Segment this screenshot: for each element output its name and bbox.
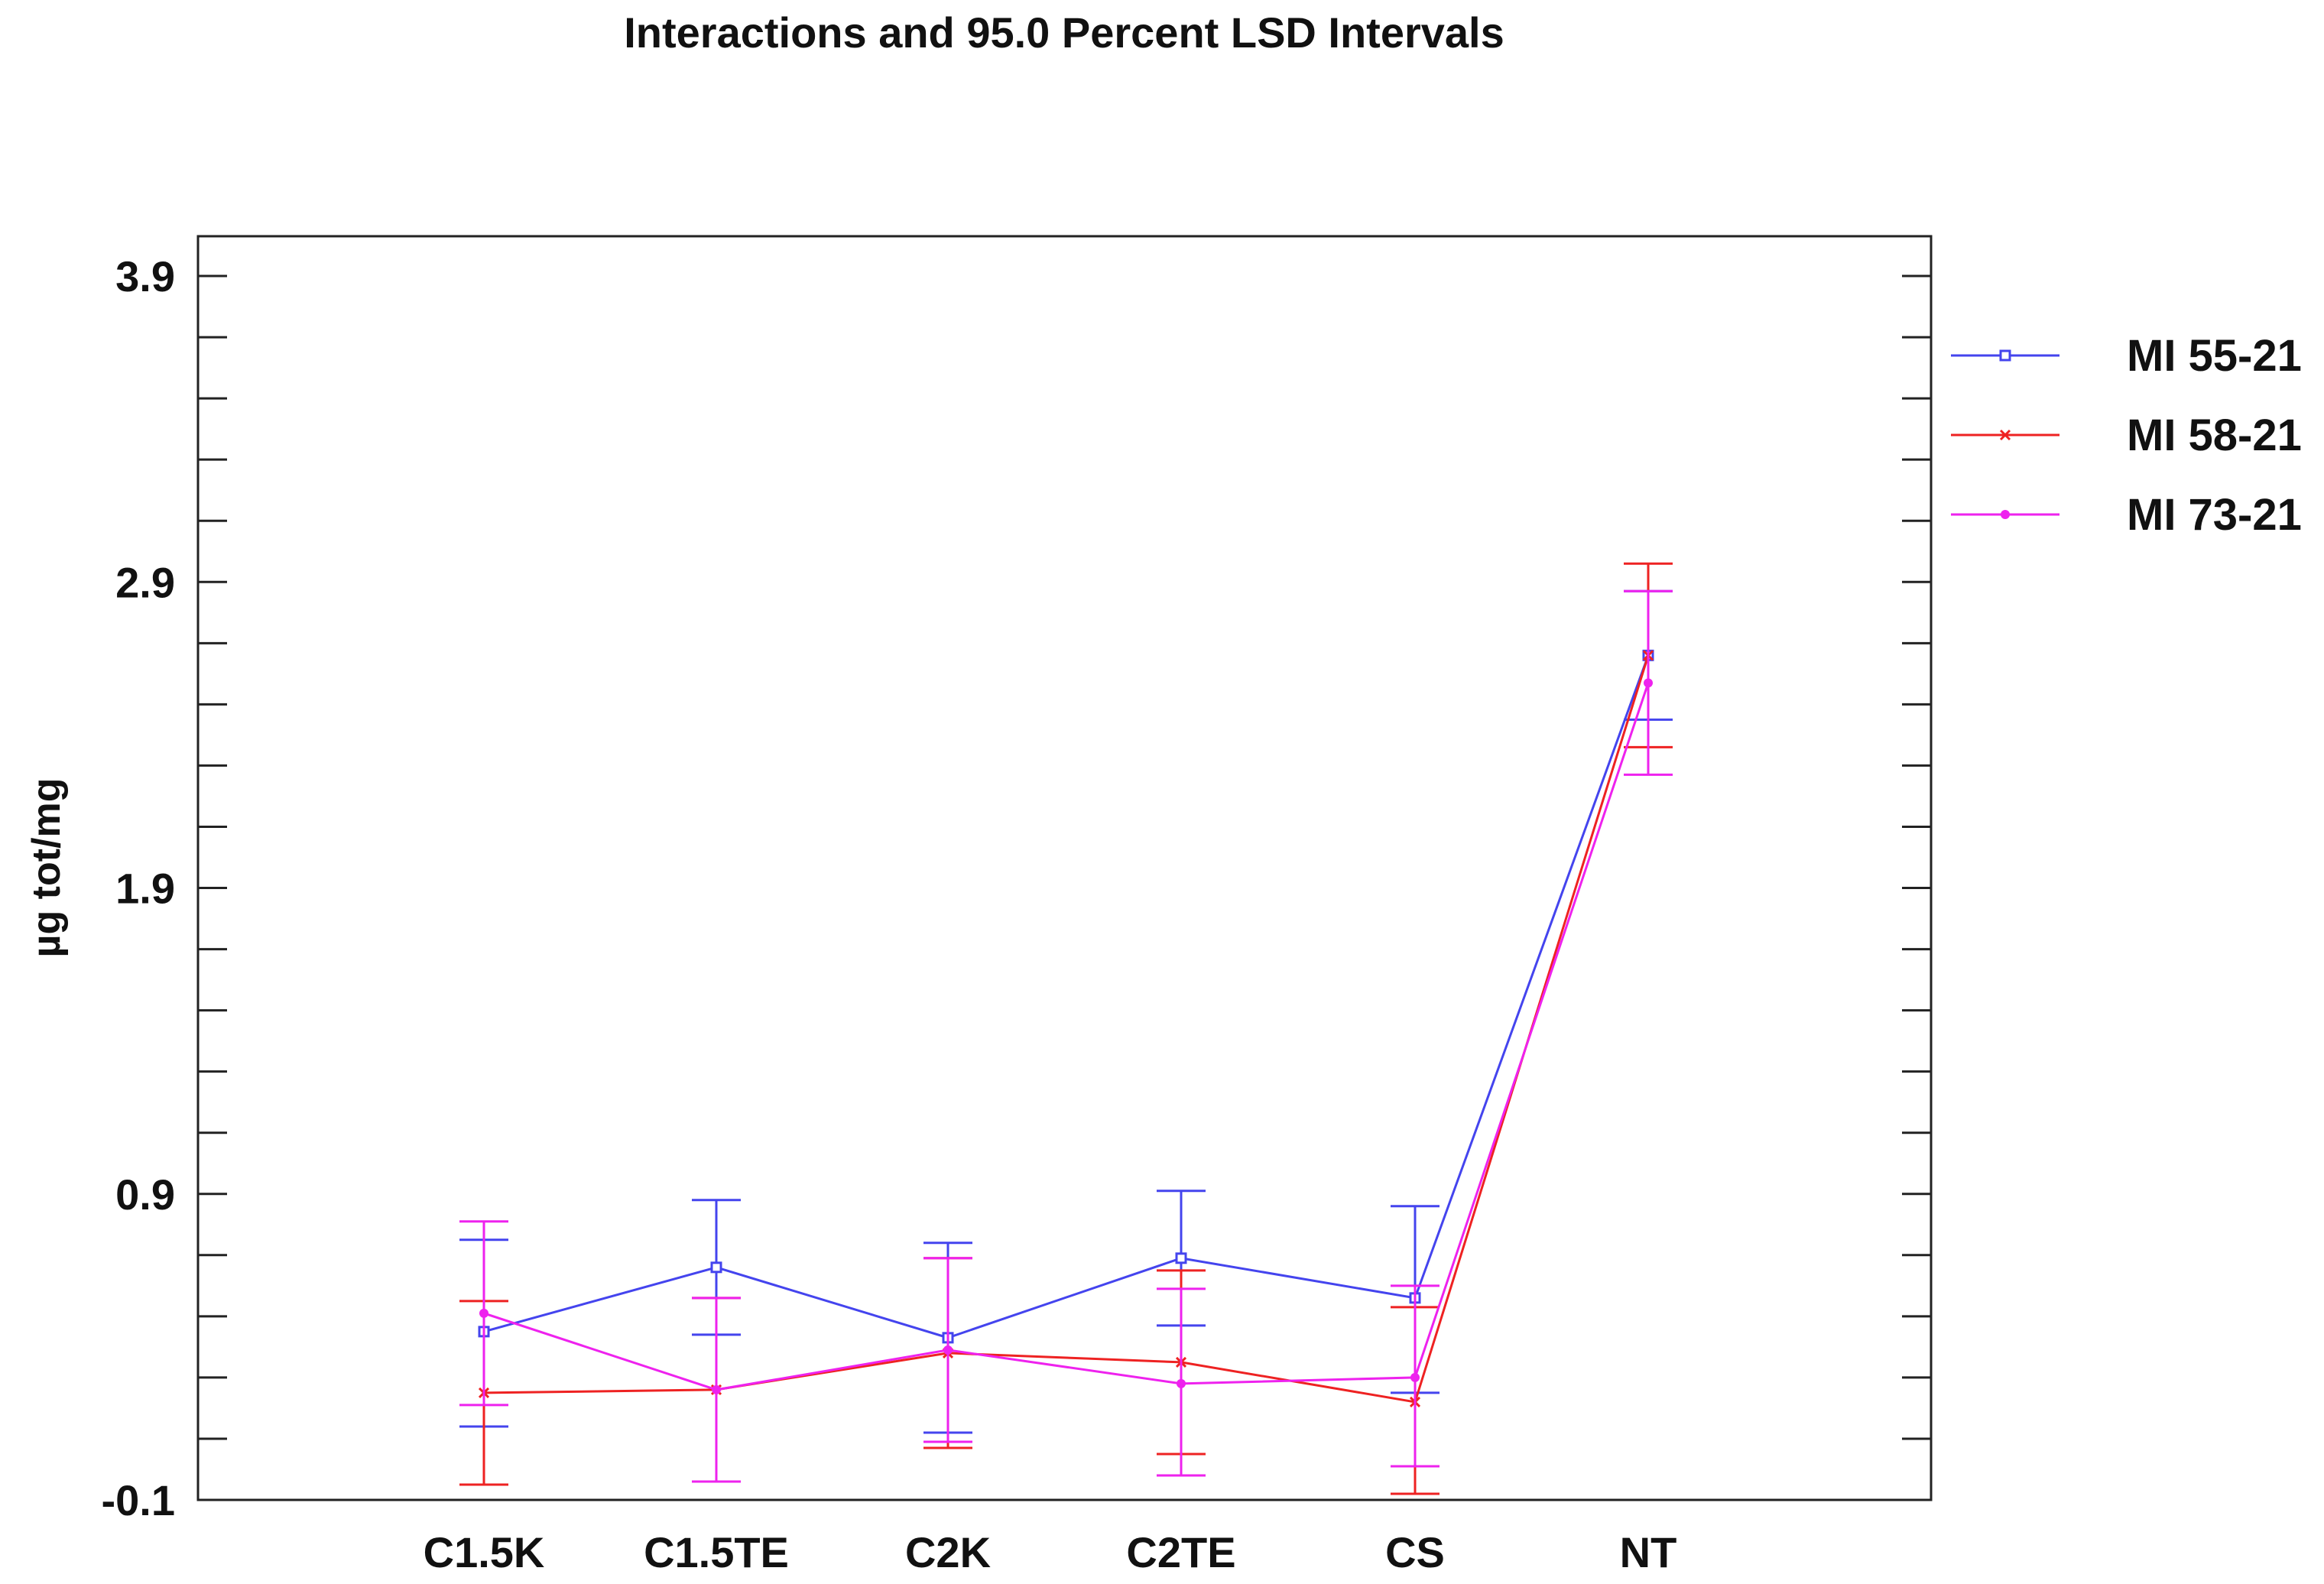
x-tick-label: NT (1620, 1528, 1677, 1576)
series-mi-58-21 (459, 562, 1673, 1495)
series-mi-73-21 (459, 589, 1673, 1483)
plot-area: -0.1 0.9 1.9 2.9 3.9 C1.5K C1.5TE C2K C2TE CS NT (102, 235, 1933, 1576)
data-point (1410, 1372, 1420, 1382)
data-point (1177, 1378, 1186, 1388)
plot-frame (196, 235, 1933, 1501)
legend-label: MI 58-21 (2127, 411, 2302, 460)
legend-entry: MI 73-21 (1951, 490, 2302, 540)
chart-title: Interactions and 95.0 Percent LSD Interv… (624, 8, 1504, 57)
data-point (943, 1345, 953, 1355)
data-point (479, 1308, 488, 1318)
y-tick-label: 2.9 (115, 558, 175, 606)
legend-marker (2001, 510, 2010, 519)
legend-entry: MI 55-21 (1951, 331, 2302, 381)
y-axis-label: µg tot/mg (24, 777, 69, 957)
data-point (710, 1261, 722, 1274)
data-point (712, 1384, 721, 1394)
y-tick-label: 1.9 (115, 865, 175, 913)
y-tick-label: -0.1 (102, 1476, 176, 1524)
data-point (1644, 678, 1653, 688)
x-tick-label: C2K (905, 1528, 991, 1576)
x-tick-label: C1.5TE (644, 1528, 789, 1576)
y-tick-label: 3.9 (115, 252, 175, 300)
series-line (483, 682, 1650, 1391)
x-tick-label: CS (1385, 1528, 1445, 1576)
legend-marker (1999, 349, 2011, 362)
legend-entry: MI 58-21 (1951, 411, 2302, 460)
data-point (1175, 1252, 1187, 1264)
legend-label: MI 73-21 (2127, 490, 2302, 540)
legend-label: MI 55-21 (2127, 331, 2302, 381)
legend: MI 55-21 MI 58-21 MI 73-21 (1951, 331, 2302, 540)
y-tick-label: 0.9 (115, 1170, 175, 1219)
series-mi-55-21 (459, 589, 1673, 1434)
legend-marker (1999, 429, 2011, 441)
x-tick-label: C2TE (1126, 1528, 1235, 1576)
x-tick-label: C1.5K (424, 1528, 545, 1576)
series-line (483, 654, 1650, 1339)
series-line (483, 654, 1650, 1404)
